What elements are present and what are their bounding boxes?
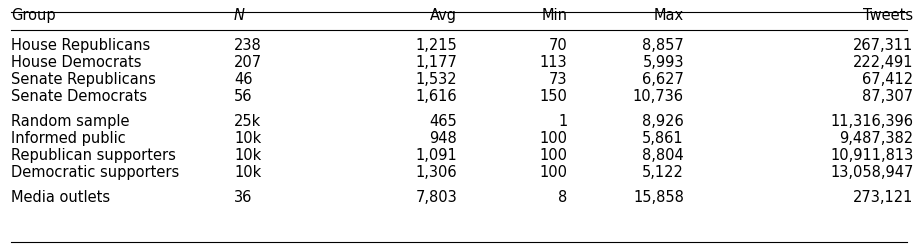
Text: 1: 1 xyxy=(558,114,567,129)
Text: 67,412: 67,412 xyxy=(862,72,913,87)
Text: 8: 8 xyxy=(558,190,567,205)
Text: 113: 113 xyxy=(540,55,567,70)
Text: Min: Min xyxy=(542,8,567,23)
Text: House Democrats: House Democrats xyxy=(11,55,141,70)
Text: 46: 46 xyxy=(234,72,252,87)
Text: 8,926: 8,926 xyxy=(643,114,684,129)
Text: 100: 100 xyxy=(539,165,567,180)
Text: Senate Democrats: Senate Democrats xyxy=(11,89,147,104)
Text: 10,736: 10,736 xyxy=(633,89,684,104)
Text: 465: 465 xyxy=(430,114,457,129)
Text: 10k: 10k xyxy=(234,165,262,180)
Text: 56: 56 xyxy=(234,89,252,104)
Text: Republican supporters: Republican supporters xyxy=(11,148,176,163)
Text: 273,121: 273,121 xyxy=(853,190,913,205)
Text: 948: 948 xyxy=(430,131,457,146)
Text: 267,311: 267,311 xyxy=(853,38,913,53)
Text: 73: 73 xyxy=(549,72,567,87)
Text: Random sample: Random sample xyxy=(11,114,129,129)
Text: 25k: 25k xyxy=(234,114,262,129)
Text: 238: 238 xyxy=(234,38,262,53)
Text: 222,491: 222,491 xyxy=(853,55,913,70)
Text: 15,858: 15,858 xyxy=(633,190,684,205)
Text: 100: 100 xyxy=(539,131,567,146)
Text: 87,307: 87,307 xyxy=(862,89,913,104)
Text: 7,803: 7,803 xyxy=(416,190,457,205)
Text: 8,804: 8,804 xyxy=(643,148,684,163)
Text: 150: 150 xyxy=(540,89,567,104)
Text: House Republicans: House Republicans xyxy=(11,38,151,53)
Text: Group: Group xyxy=(11,8,56,23)
Text: Tweets: Tweets xyxy=(863,8,913,23)
Text: 1,616: 1,616 xyxy=(416,89,457,104)
Text: 13,058,947: 13,058,947 xyxy=(830,165,913,180)
Text: 10,911,813: 10,911,813 xyxy=(830,148,913,163)
Text: 1,306: 1,306 xyxy=(416,165,457,180)
Text: 1,091: 1,091 xyxy=(416,148,457,163)
Text: Democratic supporters: Democratic supporters xyxy=(11,165,179,180)
Text: 6,627: 6,627 xyxy=(642,72,684,87)
Text: N: N xyxy=(234,8,245,23)
Text: Informed public: Informed public xyxy=(11,131,126,146)
Text: 10k: 10k xyxy=(234,148,262,163)
Text: 5,122: 5,122 xyxy=(642,165,684,180)
Text: 5,993: 5,993 xyxy=(643,55,684,70)
Text: 1,532: 1,532 xyxy=(416,72,457,87)
Text: 100: 100 xyxy=(539,148,567,163)
Text: 9,487,382: 9,487,382 xyxy=(839,131,913,146)
Text: Max: Max xyxy=(654,8,684,23)
Text: Media outlets: Media outlets xyxy=(11,190,110,205)
Text: 11,316,396: 11,316,396 xyxy=(831,114,913,129)
Text: 36: 36 xyxy=(234,190,252,205)
Text: 8,857: 8,857 xyxy=(643,38,684,53)
Text: 10k: 10k xyxy=(234,131,262,146)
Text: 1,215: 1,215 xyxy=(416,38,457,53)
Text: 70: 70 xyxy=(549,38,567,53)
Text: 207: 207 xyxy=(234,55,263,70)
Text: 1,177: 1,177 xyxy=(415,55,457,70)
Text: Avg: Avg xyxy=(431,8,457,23)
Text: Senate Republicans: Senate Republicans xyxy=(11,72,156,87)
Text: 5,861: 5,861 xyxy=(643,131,684,146)
